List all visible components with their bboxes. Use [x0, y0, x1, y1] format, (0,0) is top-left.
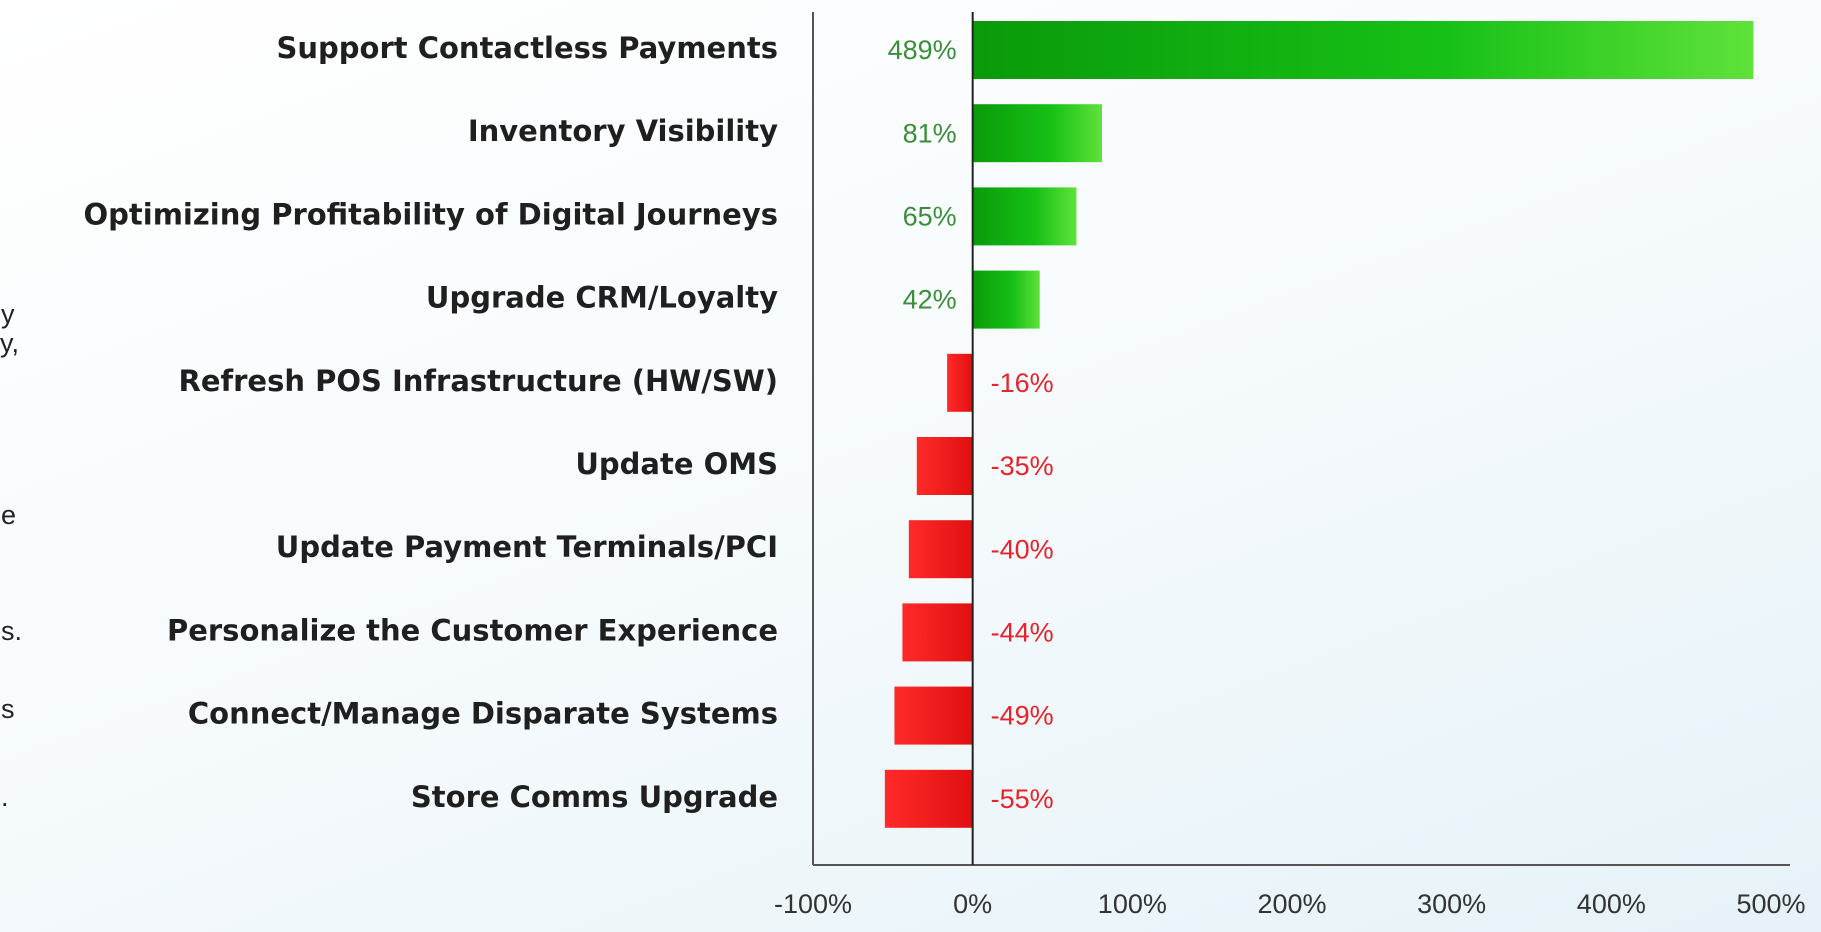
- category-label: Upgrade CRM/Loyalty: [426, 281, 778, 315]
- category-label: Inventory Visibility: [468, 114, 778, 148]
- x-tick-label: 100%: [1098, 889, 1167, 919]
- value-label: 65%: [903, 202, 957, 232]
- bar: [947, 353, 973, 412]
- category-label: Store Comms Upgrade: [411, 780, 778, 814]
- value-label: -49%: [991, 701, 1054, 731]
- category-label: Optimizing Profitability of Digital Jour…: [84, 197, 779, 231]
- x-tick-label: 400%: [1577, 889, 1646, 919]
- side-text: y: [1, 299, 15, 329]
- x-tick-label: 500%: [1736, 889, 1805, 919]
- category-label: Support Contactless Payments: [276, 31, 778, 65]
- side-text: s: [1, 694, 15, 724]
- bar: [894, 686, 973, 745]
- x-tick-label: 0%: [953, 889, 992, 919]
- bar: [902, 603, 973, 662]
- category-label: Refresh POS Infrastructure (HW/SW): [179, 364, 778, 398]
- value-label: -40%: [991, 534, 1054, 564]
- category-label: Personalize the Customer Experience: [167, 613, 778, 647]
- bar: [972, 270, 1040, 329]
- value-label: -16%: [991, 368, 1054, 398]
- category-label: Connect/Manage Disparate Systems: [188, 697, 778, 731]
- value-label: -44%: [991, 618, 1054, 648]
- bar: [916, 437, 973, 495]
- side-text: y,: [0, 328, 19, 358]
- category-label: Update Payment Terminals/PCI: [276, 530, 778, 564]
- side-text: e: [1, 500, 16, 530]
- bar: [972, 187, 1077, 246]
- category-label: Update OMS: [575, 447, 778, 481]
- x-tick-label: 200%: [1257, 889, 1326, 919]
- value-label: 42%: [903, 285, 957, 315]
- bar: [972, 21, 1754, 79]
- x-tick-label: 300%: [1417, 889, 1486, 919]
- bar: [972, 104, 1102, 163]
- bar: [884, 769, 973, 828]
- side-text: .: [1, 782, 9, 812]
- value-label: 81%: [903, 118, 957, 148]
- x-tick-label: -100%: [774, 889, 852, 919]
- bar: [908, 520, 973, 579]
- value-label: 489%: [888, 35, 957, 65]
- value-label: -55%: [991, 784, 1054, 814]
- side-text: s.: [1, 616, 22, 646]
- value-label: -35%: [991, 451, 1054, 481]
